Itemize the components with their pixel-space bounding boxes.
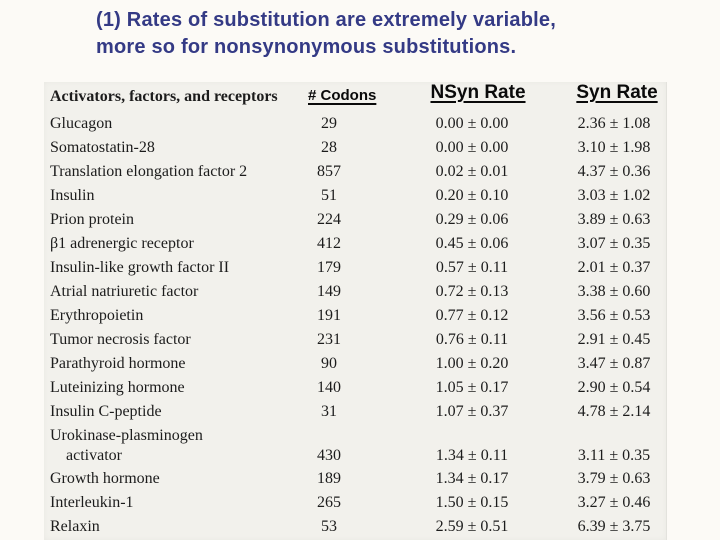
slide-title-line-2: more so for nonsynonymous substitutions. xyxy=(96,36,517,58)
nsyn-rate-value: 0.57 ± 0.11 xyxy=(435,259,509,276)
nsyn-rate-value: 1.50 ± 0.15 xyxy=(435,494,509,511)
row-label: Insulin xyxy=(50,187,95,204)
codons-value: 29 xyxy=(321,115,337,132)
syn-rate-value: 2.01 ± 0.37 xyxy=(577,259,651,276)
row-label: Urokinase-plasminogen activator xyxy=(50,426,203,464)
nsyn-rate-value: 0.00 ± 0.00 xyxy=(435,115,509,132)
table-row: Urokinase-plasminogen activator 430 1.34 ± … xyxy=(44,424,666,467)
nsyn-rate-value: 2.59 ± 0.51 xyxy=(435,518,509,535)
codons-value: 430 xyxy=(317,447,341,464)
table-rows: Glucagon 29 0.00 ± 0.00 2.36 ± 1.08 Somatost… xyxy=(44,112,666,539)
nsyn-rate-value: 0.02 ± 0.01 xyxy=(435,163,509,180)
table-row: Luteinizing hormone 140 1.05 ± 0.17 2.90 ± … xyxy=(44,376,666,400)
row-label: Luteinizing hormone xyxy=(50,379,185,396)
syn-rate-value: 4.37 ± 0.36 xyxy=(577,163,651,180)
codons-value: 189 xyxy=(317,470,341,487)
table-row: Tumor necrosis factor 231 0.76 ± 0.11 2.91 … xyxy=(44,328,666,352)
table-row: β1 adrenergic receptor 412 0.45 ± 0.06 3.07… xyxy=(44,232,666,256)
syn-rate-value: 2.90 ± 0.54 xyxy=(577,379,651,396)
table-row: Prion protein 224 0.29 ± 0.06 3.89 ± 0.63 xyxy=(44,208,666,232)
codons-value: 857 xyxy=(317,163,341,180)
table-row: Erythropoietin 191 0.77 ± 0.12 3.56 ± 0.53 xyxy=(44,304,666,328)
slide-title: (1) Rates of substitution are extremely … xyxy=(96,7,696,61)
table-row: Relaxin 53 2.59 ± 0.51 6.39 ± 3.75 xyxy=(44,515,666,539)
column-header-nsyn-rate: NSyn Rate xyxy=(430,82,526,103)
syn-rate-value: 3.27 ± 0.46 xyxy=(577,494,651,511)
codons-value: 140 xyxy=(317,379,341,396)
nsyn-rate-value: 0.20 ± 0.10 xyxy=(435,187,509,204)
row-label: Glucagon xyxy=(50,115,113,132)
codons-value: 28 xyxy=(321,139,337,156)
syn-rate-value: 3.07 ± 0.35 xyxy=(577,235,651,252)
row-label: Somatostatin-28 xyxy=(50,139,155,156)
row-label: Parathyroid hormone xyxy=(50,355,186,372)
codons-value: 224 xyxy=(317,211,341,228)
table-row: Growth hormone 189 1.34 ± 0.17 3.79 ± 0.63 xyxy=(44,467,666,491)
row-label: Relaxin xyxy=(50,518,100,535)
syn-rate-value: 3.79 ± 0.63 xyxy=(577,470,651,487)
syn-rate-value: 3.11 ± 0.35 xyxy=(577,447,651,464)
row-label: Translation elongation factor 2 xyxy=(50,163,248,180)
nsyn-rate-value: 1.34 ± 0.11 xyxy=(435,447,509,464)
syn-rate-value: 3.38 ± 0.60 xyxy=(577,283,651,300)
row-label: Tumor necrosis factor xyxy=(50,331,191,348)
syn-rate-value: 4.78 ± 2.14 xyxy=(577,403,651,420)
table-row: Interleukin-1 265 1.50 ± 0.15 3.27 ± 0.46 xyxy=(44,491,666,515)
table-row: Translation elongation factor 2 857 0.02 ±… xyxy=(44,160,666,184)
column-header-syn-rate: Syn Rate xyxy=(576,82,658,103)
table-row: Insulin-like growth factor II 179 0.57 ± 0… xyxy=(44,256,666,280)
nsyn-rate-value: 0.00 ± 0.00 xyxy=(435,139,509,156)
codons-value: 149 xyxy=(317,283,341,300)
row-label: Erythropoietin xyxy=(50,307,144,324)
nsyn-rate-value: 0.45 ± 0.06 xyxy=(435,235,509,252)
row-label: Growth hormone xyxy=(50,470,160,487)
table-row: Insulin 51 0.20 ± 0.10 3.03 ± 1.02 xyxy=(44,184,666,208)
codons-value: 31 xyxy=(321,403,337,420)
nsyn-rate-value: 0.29 ± 0.06 xyxy=(435,211,509,228)
nsyn-rate-value: 0.77 ± 0.12 xyxy=(435,307,509,324)
row-label: Insulin-like growth factor II xyxy=(50,259,230,276)
codons-value: 53 xyxy=(321,518,337,535)
table-row: Glucagon 29 0.00 ± 0.00 2.36 ± 1.08 xyxy=(44,112,666,136)
row-label: Prion protein xyxy=(50,211,134,228)
codons-value: 191 xyxy=(317,307,341,324)
slide-title-line-1: (1) Rates of substitution are extremely … xyxy=(96,9,556,31)
row-label: Interleukin-1 xyxy=(50,494,134,511)
syn-rate-value: 3.56 ± 0.53 xyxy=(577,307,651,324)
syn-rate-value: 3.47 ± 0.87 xyxy=(577,355,651,372)
row-group-header: Activators, factors, and receptors xyxy=(50,88,278,105)
codons-value: 412 xyxy=(317,235,341,252)
nsyn-rate-value: 1.05 ± 0.17 xyxy=(435,379,509,396)
nsyn-rate-value: 0.76 ± 0.11 xyxy=(435,331,509,348)
row-label: Atrial natriuretic factor xyxy=(50,283,199,300)
syn-rate-value: 3.03 ± 1.02 xyxy=(577,187,651,204)
table-row: Insulin C-peptide 31 1.07 ± 0.37 4.78 ± 2.1… xyxy=(44,400,666,424)
codons-value: 51 xyxy=(321,187,337,204)
syn-rate-value: 3.89 ± 0.63 xyxy=(577,211,651,228)
row-label: Insulin C-peptide xyxy=(50,403,162,420)
syn-rate-value: 6.39 ± 3.75 xyxy=(577,518,651,535)
table-row: Parathyroid hormone 90 1.00 ± 0.20 3.47 ± 0… xyxy=(44,352,666,376)
codons-value: 231 xyxy=(317,331,341,348)
nsyn-rate-value: 1.34 ± 0.17 xyxy=(435,470,509,487)
column-header-codons: # Codons xyxy=(308,87,377,104)
syn-rate-value: 2.91 ± 0.45 xyxy=(577,331,651,348)
codons-value: 179 xyxy=(317,259,341,276)
syn-rate-value: 2.36 ± 1.08 xyxy=(577,115,651,132)
row-label: β1 adrenergic receptor xyxy=(50,235,194,252)
codons-value: 90 xyxy=(321,355,337,372)
scanned-table-image: Activators, factors, and receptors # Cod… xyxy=(44,82,667,540)
syn-rate-value: 3.10 ± 1.98 xyxy=(577,139,651,156)
table-row: Somatostatin-28 28 0.00 ± 0.00 3.10 ± 1.98 xyxy=(44,136,666,160)
nsyn-rate-value: 1.00 ± 0.20 xyxy=(435,355,509,372)
nsyn-rate-value: 1.07 ± 0.37 xyxy=(435,403,509,420)
codons-value: 265 xyxy=(317,494,341,511)
nsyn-rate-value: 0.72 ± 0.13 xyxy=(435,283,509,300)
table-row: Atrial natriuretic factor 149 0.72 ± 0.13 3… xyxy=(44,280,666,304)
